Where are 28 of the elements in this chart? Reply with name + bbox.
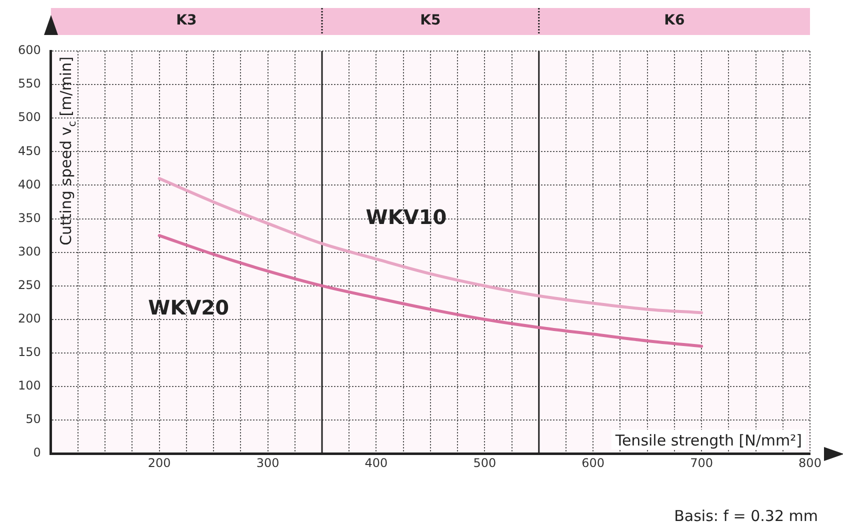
y-tick-label: 250 xyxy=(18,278,41,292)
y-tick-label: 400 xyxy=(18,177,41,192)
series-label: WKV10 xyxy=(366,205,447,230)
band-label: K6 xyxy=(664,12,685,29)
series-label: WKV20 xyxy=(148,295,230,320)
x-tick-label: 700 xyxy=(690,456,714,470)
y-tick-label: 50 xyxy=(26,412,41,426)
y-tick-label: 600 xyxy=(18,43,41,58)
x-tick-label: 600 xyxy=(582,456,605,470)
x-tick-label: 800 xyxy=(798,456,822,470)
band-label: K3 xyxy=(176,12,197,29)
y-tick-label: 150 xyxy=(18,345,41,360)
y-tick-label: 0 xyxy=(33,446,41,460)
x-tick-label: 300 xyxy=(256,456,280,470)
x-tick-label: 500 xyxy=(473,456,496,470)
text: Basis: f = 0.32 mm xyxy=(674,507,818,525)
x-axis-title: Tensile strength [N/mm²] xyxy=(614,432,802,450)
y-tick-label: 450 xyxy=(18,144,41,158)
y-tick-label: 200 xyxy=(18,312,41,326)
y-axis-title: Cutting speed vc [m/min] xyxy=(56,56,78,246)
y-tick-label: 550 xyxy=(18,76,41,91)
y-tick-label: 500 xyxy=(18,110,41,124)
x-tick-label: 200 xyxy=(148,456,171,470)
y-tick-label: 350 xyxy=(18,210,41,225)
x-tick-label: 400 xyxy=(364,456,388,470)
band-label: K5 xyxy=(420,12,441,29)
y-tick-label: 300 xyxy=(18,244,41,258)
y-tick-label: 100 xyxy=(18,378,41,393)
